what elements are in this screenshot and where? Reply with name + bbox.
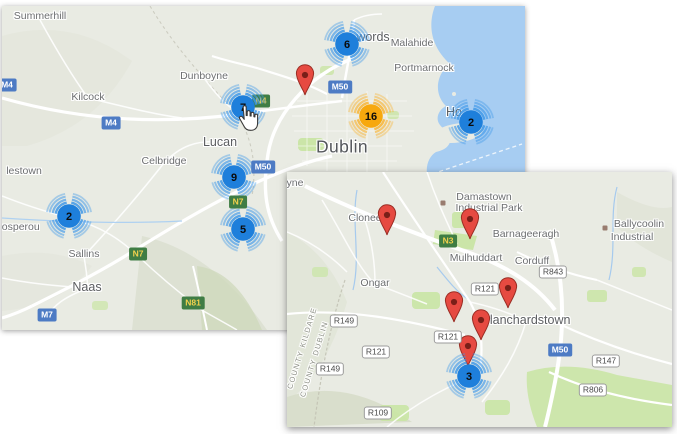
svg-text:5: 5 xyxy=(240,224,246,236)
map-label-celbridge: Celbridge xyxy=(141,155,187,167)
road-shield-m50: M50 xyxy=(328,80,352,94)
cluster-marker-2[interactable]: 2 xyxy=(448,99,495,146)
map-label-damastown: Damastown xyxy=(456,191,512,203)
road-shield-n7: N7 xyxy=(229,195,247,209)
map-label-clonee: Clonee xyxy=(348,212,382,224)
cluster-marker-2[interactable]: 2 xyxy=(46,193,93,240)
road-shield-m7: M7 xyxy=(37,308,57,322)
road-shield-m50: M50 xyxy=(251,160,275,174)
map-label-corduff: Corduff xyxy=(514,255,550,267)
map-label-portmarnock: Portmarnock xyxy=(394,62,454,74)
map-label-ballycoolin: Ballycoolin xyxy=(613,218,665,230)
map-label-naas: Naas xyxy=(72,280,102,294)
road-shield-m4: M4 xyxy=(2,78,17,92)
map-label-ongar: Ongar xyxy=(360,277,390,289)
map-label-yne: yne xyxy=(287,177,304,189)
map-label-kilcock: Kilcock xyxy=(71,91,105,103)
road-shield-r121: R121 xyxy=(470,282,500,296)
map-pin-icon[interactable] xyxy=(377,204,398,236)
map-label-mulhuddart: Mulhuddart xyxy=(449,252,503,264)
cluster-marker-6[interactable]: 6 xyxy=(324,21,371,68)
road-shield-m50: M50 xyxy=(548,343,572,357)
road-shield-n81: N81 xyxy=(181,296,205,310)
road-shield-n3: N3 xyxy=(439,234,457,248)
road-shield-n7: N7 xyxy=(129,247,147,261)
map-pin-icon[interactable] xyxy=(444,291,465,323)
svg-text:2: 2 xyxy=(468,117,474,129)
map-pin-icon[interactable] xyxy=(498,277,519,309)
road-shield-r149: R149 xyxy=(315,362,345,376)
cluster-marker-9[interactable]: 9 xyxy=(211,154,258,201)
cluster-marker-3[interactable]: 3 xyxy=(446,353,493,400)
road-shield-r121: R121 xyxy=(361,345,391,359)
svg-text:6: 6 xyxy=(344,39,350,51)
map-label-rosperou: rosperou xyxy=(2,221,40,233)
road-shield-m4: M4 xyxy=(101,116,121,130)
hand-cursor-icon xyxy=(234,104,260,134)
road-shield-r149: R149 xyxy=(329,314,359,328)
svg-text:2: 2 xyxy=(66,211,72,223)
industrial-poi-icon xyxy=(440,200,446,206)
road-shield-r147: R147 xyxy=(591,354,621,368)
map-label-dunboyne: Dunboyne xyxy=(180,70,228,82)
map-label-industrial: Industrial xyxy=(610,231,654,243)
svg-text:16: 16 xyxy=(365,111,377,123)
svg-text:3: 3 xyxy=(466,371,472,383)
road-shield-r806: R806 xyxy=(578,383,608,397)
cluster-marker-5[interactable]: 5 xyxy=(220,206,267,253)
map-pin-icon[interactable] xyxy=(460,208,481,240)
map-label-malahide: Malahide xyxy=(390,37,434,49)
svg-text:9: 9 xyxy=(231,172,237,184)
map-label-dublin: Dublin xyxy=(315,136,369,157)
map-pin-icon[interactable] xyxy=(295,64,316,96)
industrial-poi-icon xyxy=(602,225,608,231)
map-label-summerhill: Summerhill xyxy=(13,10,67,22)
map-label-lestown: lestown xyxy=(6,165,42,177)
map-canvas-right[interactable]: yne Clonee Damastown Industrial Park Barnage… xyxy=(287,172,672,427)
map-label-sallins: Sallins xyxy=(68,248,100,260)
map-pin-icon[interactable] xyxy=(458,335,479,367)
road-shield-r109: R109 xyxy=(363,406,393,420)
map-label-barnageeragh: Barnageeragh xyxy=(492,228,560,240)
cluster-marker-16[interactable]: 16 xyxy=(348,93,395,140)
road-shield-r843: R843 xyxy=(538,265,568,279)
map-label-lucan: Lucan xyxy=(202,135,238,149)
map-label-blanchardstown: Blanchardstown xyxy=(481,313,571,327)
road-shield-r121: R121 xyxy=(433,330,463,344)
map-pin-icon[interactable] xyxy=(471,309,492,341)
